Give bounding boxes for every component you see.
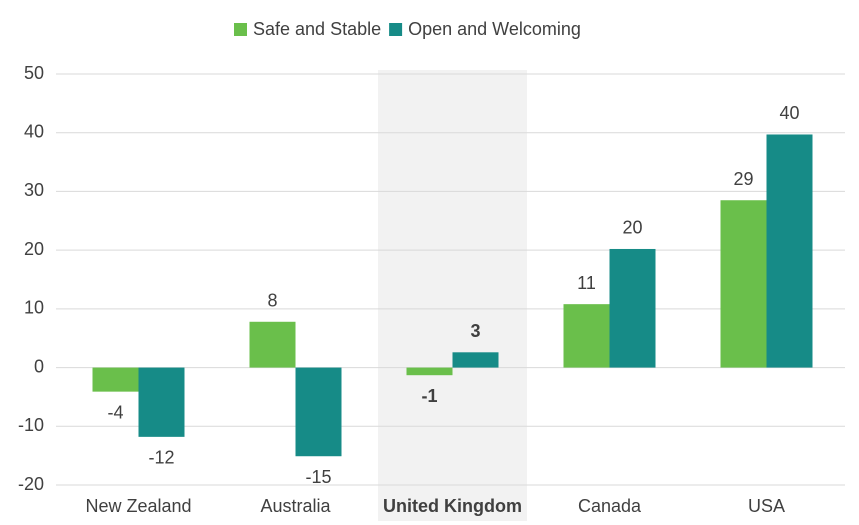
data-label: -15 [305, 467, 331, 487]
x-tick-label: New Zealand [85, 496, 191, 516]
x-tick-label: Australia [260, 496, 331, 516]
y-tick-label: 0 [34, 356, 44, 376]
y-tick-label: -20 [18, 474, 44, 494]
bar [720, 200, 767, 368]
y-tick-label: 40 [24, 121, 44, 141]
bar [452, 352, 499, 368]
x-tick-label: United Kingdom [383, 496, 522, 516]
bar [406, 367, 453, 376]
data-label: -4 [107, 402, 123, 422]
bar [138, 367, 185, 437]
y-tick-label: 50 [24, 63, 44, 83]
data-label: 40 [779, 103, 799, 123]
bar [766, 134, 813, 368]
data-label: 11 [577, 273, 596, 293]
data-label: 8 [267, 291, 277, 311]
data-label: -12 [148, 448, 174, 468]
bar [249, 321, 296, 368]
data-label: 20 [622, 218, 642, 238]
data-label: 3 [470, 321, 480, 341]
x-tick-label: Canada [578, 496, 642, 516]
bar [295, 367, 342, 457]
y-tick-label: 30 [24, 180, 44, 200]
bar [92, 367, 139, 392]
legend-swatch [389, 23, 403, 36]
data-label: 29 [733, 169, 753, 189]
highlight-band [378, 70, 527, 521]
y-tick-label: 10 [24, 298, 44, 318]
y-tick-label: -10 [18, 415, 44, 435]
legend-label: Safe and Stable [253, 19, 381, 39]
y-tick-label: 20 [24, 239, 44, 259]
bar [609, 248, 656, 368]
data-label: -1 [421, 386, 437, 406]
legend-label: Open and Welcoming [408, 19, 581, 39]
x-tick-label: USA [748, 496, 785, 516]
legend-swatch [234, 23, 247, 36]
bar [563, 304, 610, 368]
